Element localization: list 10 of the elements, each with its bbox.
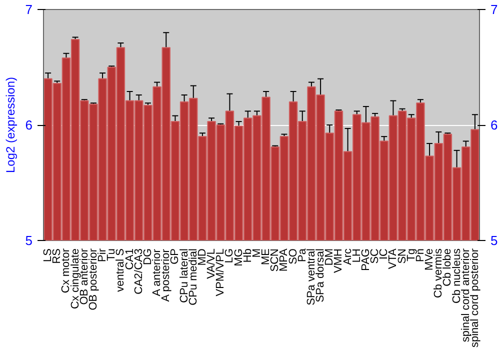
x-tick-label: RS xyxy=(51,248,64,264)
y2-tick-label: 6 xyxy=(490,118,498,132)
y-tick-label: 5 xyxy=(25,233,33,248)
y2-tick-label: 5 xyxy=(490,233,498,248)
y2-tick-label: 7 xyxy=(490,2,498,17)
y-tick-label: 7 xyxy=(25,2,33,17)
x-tick-label: DG xyxy=(142,248,154,265)
y-axis-title: Log2 (expression) xyxy=(3,76,18,174)
x-tick-label: CPu medial xyxy=(187,248,200,306)
y-tick-label: 6 xyxy=(25,118,33,132)
